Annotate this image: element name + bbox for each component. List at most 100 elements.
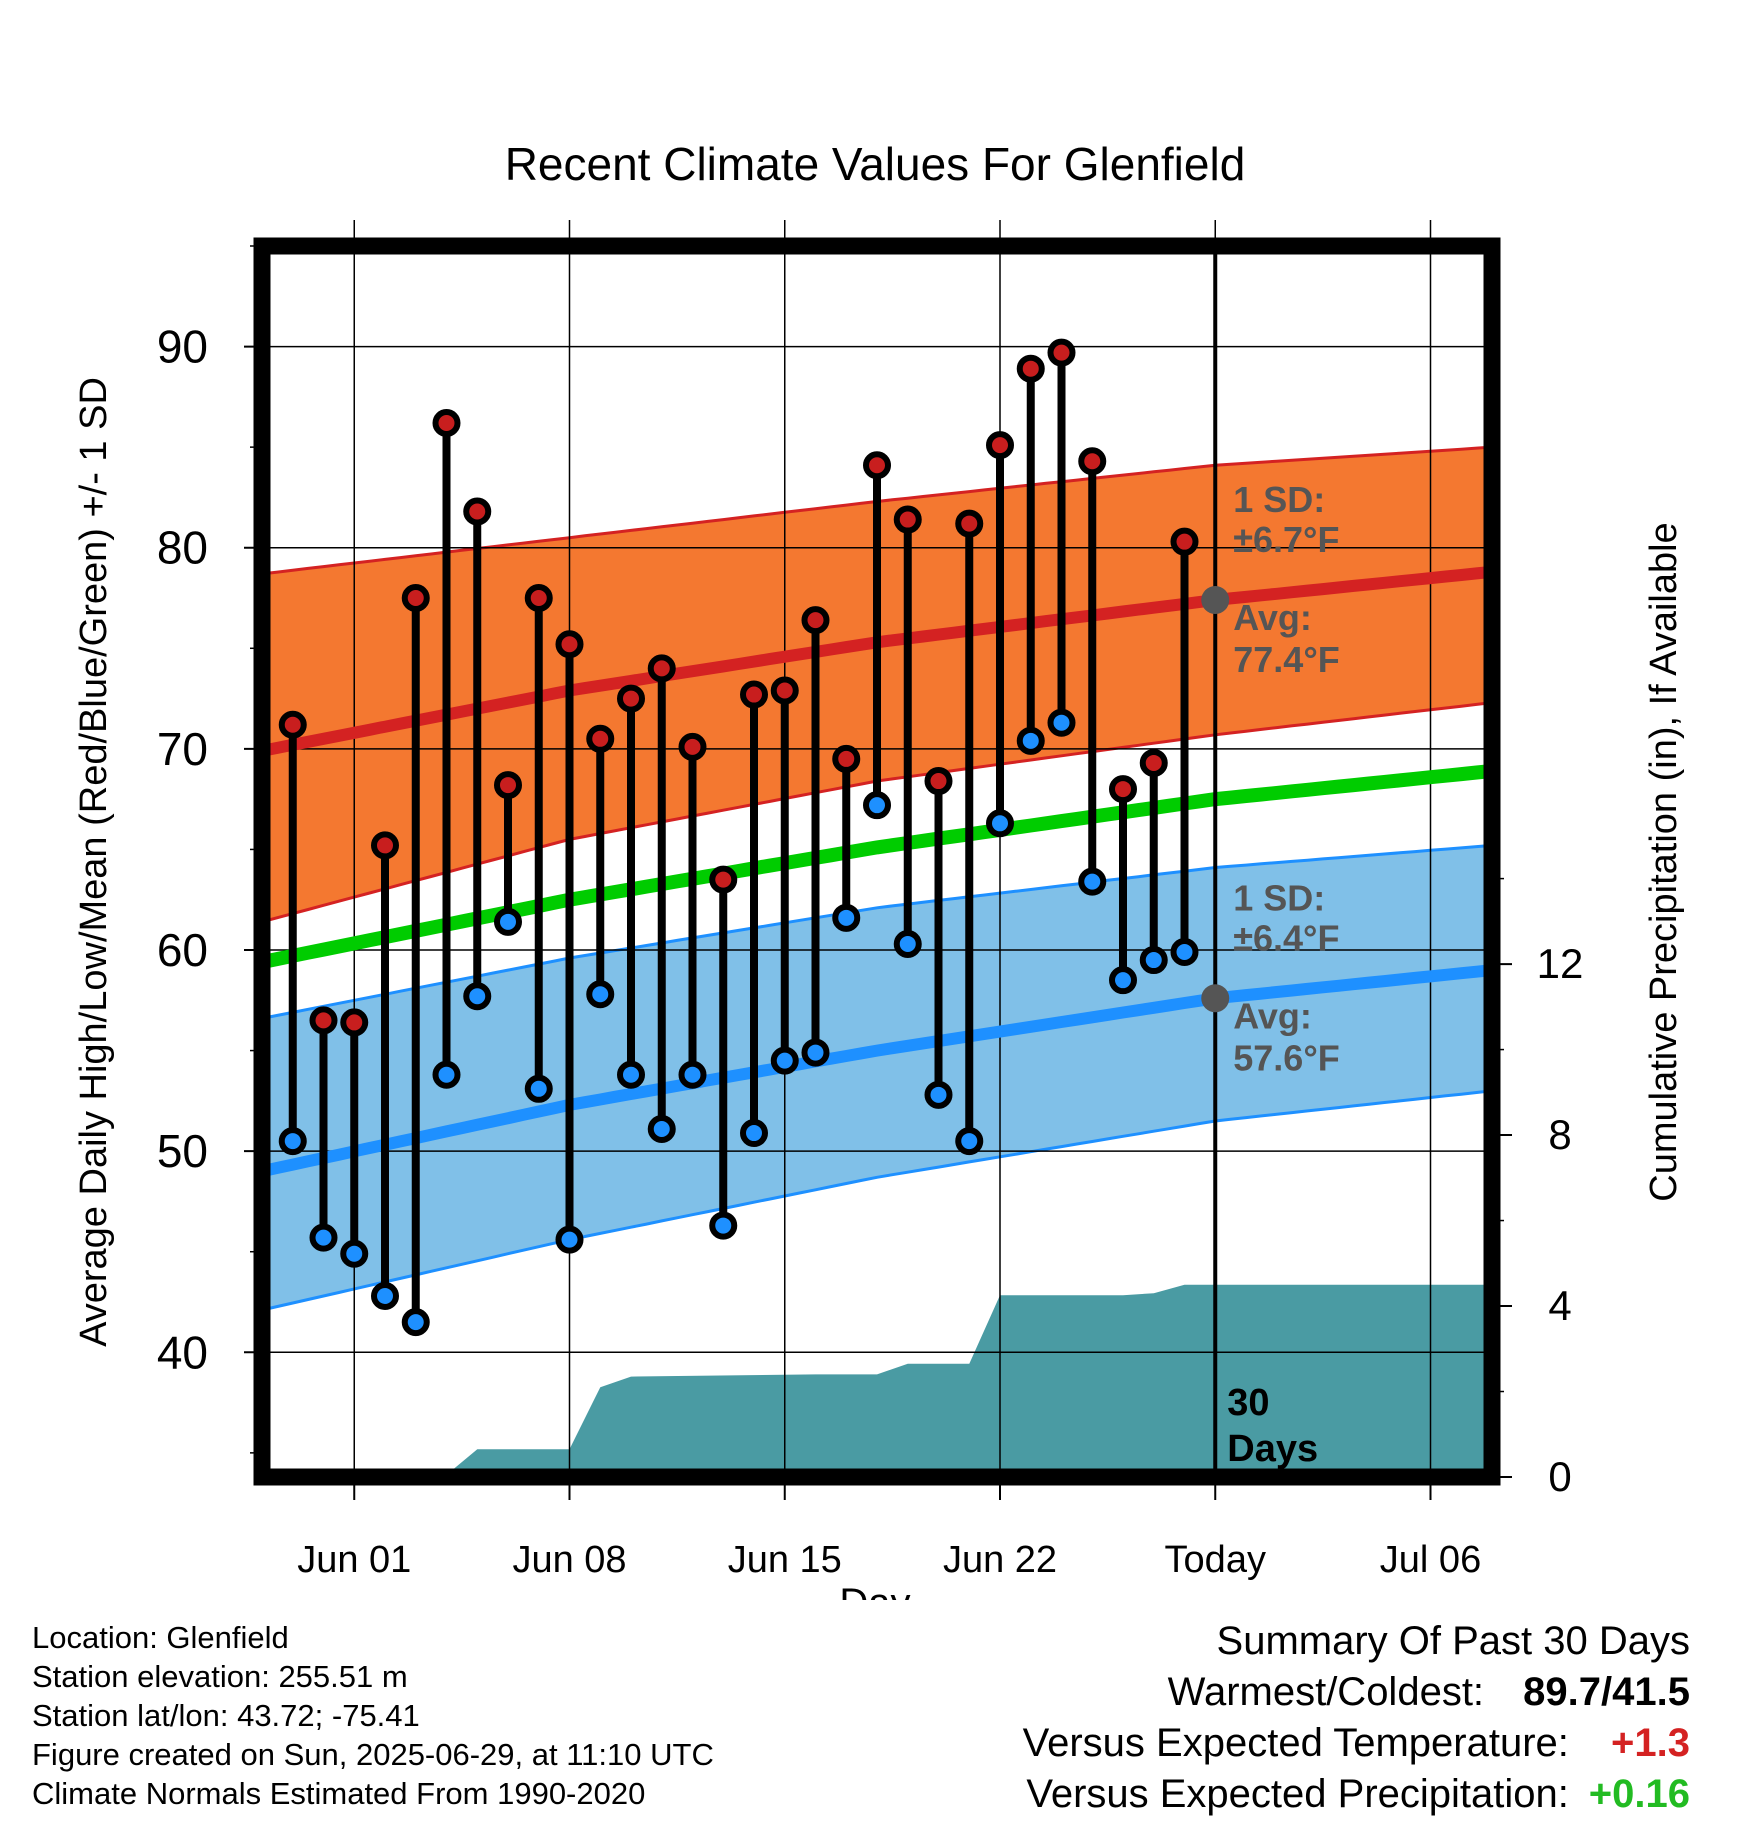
daily-low-point	[893, 929, 922, 958]
daily-high-point	[1016, 354, 1045, 383]
daily-low-point	[617, 1060, 645, 1089]
y2-axis-label: Cumulative Precipitation (in), If Availa…	[1643, 522, 1685, 1201]
high-sd-label: 1 SD:	[1233, 479, 1325, 520]
low-avg-marker	[1201, 984, 1230, 1013]
daily-low-point	[494, 907, 522, 936]
created-text: Figure created on Sun, 2025-06-29, at 11…	[32, 1737, 714, 1772]
low-band-lower-edge	[262, 1089, 1492, 1312]
today-window-label-line: 30	[1227, 1382, 1269, 1424]
daily-high-point	[1047, 338, 1076, 367]
daily-high-point	[863, 451, 891, 480]
daily-high-point	[340, 1008, 369, 1037]
daily-low-point	[863, 791, 891, 820]
daily-high-point	[770, 676, 799, 705]
daily-low-point	[924, 1080, 953, 1109]
daily-high-point	[801, 606, 830, 635]
high-avg-value: 77.4°F	[1233, 639, 1339, 680]
x-tick-label: Jun 22	[943, 1539, 1057, 1581]
today-layer: 30 Days	[1213, 246, 1318, 1477]
daily-low-point	[555, 1225, 584, 1254]
high-avg-label: Avg:	[1233, 597, 1312, 638]
plot-frame	[253, 237, 1501, 1486]
daily-low-point	[309, 1223, 338, 1252]
normal-low-mean-line	[262, 964, 1492, 1178]
precip-area-layer	[262, 1284, 1492, 1477]
x-axis-label: Day	[839, 1581, 910, 1600]
y2-tick-label: 12	[1537, 940, 1584, 987]
daily-low-point	[801, 1038, 830, 1067]
warm-cold-label: Warmest/Coldest:	[1167, 1670, 1485, 1714]
latlon-text: Station lat/lon: 43.72; -75.41	[32, 1698, 420, 1733]
precip-anomaly-value: +0.16	[1588, 1772, 1690, 1816]
daily-high-point	[463, 497, 492, 526]
daily-high-point	[924, 767, 953, 796]
daily-high-point	[524, 584, 553, 613]
normals-text: Climate Normals Estimated From 1990-2020	[32, 1776, 646, 1811]
daily-high-point	[309, 1006, 338, 1035]
daily-high-point	[955, 509, 984, 538]
y-tick-label: 50	[157, 1125, 208, 1177]
elevation-text: Station elevation: 255.51 m	[32, 1659, 408, 1694]
daily-high-point	[371, 831, 399, 860]
today-window-label-line: Days	[1227, 1428, 1318, 1470]
y2-tick-label: 8	[1548, 1111, 1571, 1158]
daily-high-point	[278, 710, 307, 739]
daily-low-point	[1047, 708, 1076, 737]
y-tick-label: 70	[157, 723, 208, 775]
daily-high-point	[432, 409, 461, 438]
location-text: Location: Glenfield	[32, 1620, 289, 1655]
y-tick-label: 60	[157, 924, 208, 976]
daily-high-point	[401, 584, 430, 613]
daily-high-point	[740, 680, 768, 709]
daily-low-point	[586, 980, 615, 1009]
daily-low-point	[1078, 867, 1107, 896]
daily-high-point	[986, 431, 1014, 460]
temp-anomaly-label: Versus Expected Temperature:	[1022, 1721, 1569, 1765]
high-sd-value: ±6.7°F	[1233, 519, 1339, 560]
low-sd-value: ±6.4°F	[1233, 917, 1339, 958]
daily-high-point	[647, 654, 676, 683]
daily-high-point	[1170, 527, 1199, 556]
x-tick-label: Jul 06	[1380, 1539, 1481, 1581]
daily-high-point	[1078, 447, 1107, 476]
daily-low-point	[371, 1281, 399, 1310]
y-tick-label: 90	[157, 321, 208, 373]
daily-low-point	[1109, 966, 1137, 995]
daily-high-point	[709, 865, 738, 894]
y2-tick-label: 0	[1548, 1453, 1571, 1500]
daily-high-point	[617, 684, 645, 713]
daily-low-point	[709, 1211, 738, 1240]
daily-low-point	[524, 1074, 553, 1103]
daily-low-point	[678, 1060, 707, 1089]
daily-high-point	[1109, 775, 1137, 804]
daily-low-point	[740, 1119, 768, 1148]
daily-low-point	[463, 982, 492, 1011]
low-avg-label: Avg:	[1233, 995, 1312, 1036]
daily-low-point	[986, 809, 1014, 838]
daily-low-point	[1170, 938, 1199, 967]
daily-low-point	[832, 903, 861, 932]
daily-range-layer	[278, 338, 1199, 1337]
axes-layer: 40 50 60 70 80 90 0 4 8 12 Jun 01 Jun 08 Jun 15 Jun 2…	[157, 245, 1584, 1581]
y-axis-label: Average Daily High/Low/Mean (Red/Blue/Gr…	[73, 377, 115, 1347]
daily-low-point	[401, 1308, 430, 1337]
temp-anomaly-row: Versus Expected Temperature: +1.3	[1023, 1718, 1690, 1769]
daily-high-point	[586, 724, 615, 753]
low-band-upper-edge	[262, 843, 1492, 1020]
daily-high-point	[893, 505, 922, 534]
daily-high-point	[678, 732, 707, 761]
daily-low-point	[1016, 726, 1045, 755]
low-avg-value: 57.6°F	[1233, 1037, 1339, 1078]
daily-low-point	[340, 1239, 369, 1268]
low-sd-label: 1 SD:	[1233, 877, 1325, 918]
station-info: Location: Glenfield Station elevation: 2…	[32, 1618, 714, 1813]
y-tick-label: 40	[157, 1326, 208, 1378]
temp-anomaly-value: +1.3	[1611, 1721, 1690, 1765]
today-window-label: 30 Days	[1227, 1382, 1318, 1470]
precip-anomaly-row: Versus Expected Precipitation: +0.16	[1023, 1769, 1690, 1820]
x-tick-label: Today	[1165, 1539, 1266, 1581]
precip-anomaly-label: Versus Expected Precipitation:	[1026, 1772, 1569, 1816]
summary-panel: Summary Of Past 30 Days Warmest/Coldest:…	[1023, 1616, 1690, 1820]
summary-title: Summary Of Past 30 Days	[1216, 1619, 1690, 1663]
